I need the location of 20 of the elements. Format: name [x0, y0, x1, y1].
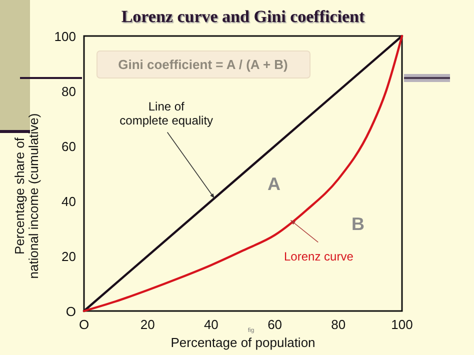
- annotation: A: [268, 174, 280, 194]
- y-axis-title: Percentage share of national income (cumulative): [12, 113, 41, 279]
- x-tick-label: 80: [331, 317, 346, 332]
- x-tick-label: 40: [204, 317, 218, 332]
- x-tick-label: 20: [140, 317, 155, 332]
- annotation: Line of complete equality: [120, 99, 214, 128]
- annotation: Gini coefficient = A / (A + B): [118, 57, 288, 72]
- y-tick-label: 100: [54, 29, 76, 44]
- x-tick-label: 60: [268, 317, 282, 332]
- annotation: B: [352, 214, 364, 234]
- y-tick-label: 80: [62, 84, 76, 99]
- annotation: Lorenz curve: [284, 249, 354, 264]
- x-tick-label: O: [78, 317, 90, 332]
- chart-title: Lorenz curve and Gini coefficient: [121, 7, 365, 26]
- y-tick-label: O: [66, 304, 76, 319]
- x-axis-title: Percentage of population: [170, 335, 316, 350]
- x-tick-label: 100: [391, 317, 413, 332]
- y-tick-label: 20: [62, 249, 76, 264]
- y-tick-label: 60: [62, 139, 76, 154]
- y-tick-label: 40: [62, 194, 76, 209]
